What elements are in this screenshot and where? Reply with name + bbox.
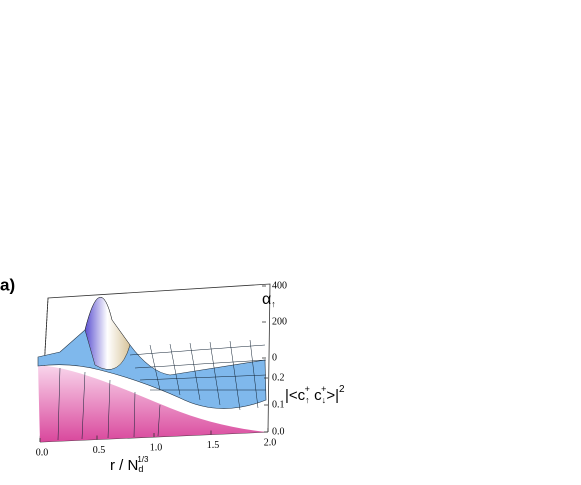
z2-tick-label: 0.0	[272, 426, 285, 437]
z2-sub1: ↑	[305, 395, 310, 405]
z-tick-label: 0	[272, 352, 277, 363]
x-tick-label: 1.5	[207, 440, 220, 451]
z2-mid: c	[310, 387, 322, 404]
z2-axis-label: |<c↑+ c↓+>|2	[285, 384, 345, 406]
x-tick-label: 0.5	[93, 445, 106, 456]
x-tick-label: 2.0	[264, 437, 277, 448]
z2-sup1: +	[305, 384, 310, 394]
pink-surface	[38, 365, 268, 442]
x-tick-label: 0.0	[36, 447, 49, 458]
x-label-base: r / N	[110, 457, 138, 474]
z-axis-label: α↑	[262, 291, 276, 309]
z-label-base: α	[262, 291, 271, 308]
z-tick-label: 400	[272, 280, 287, 291]
x-tick-label: 1.0	[150, 442, 163, 453]
z2-sup3: 2	[339, 384, 345, 395]
z-label-sub: ↑	[271, 299, 276, 309]
z2-open: |<c	[285, 387, 306, 404]
z2-tick-label: 0.2	[272, 372, 285, 383]
z2-tick-label: 0.1	[272, 399, 285, 410]
x-label-sup: 1/3	[137, 455, 149, 464]
x-label-sub: d	[138, 464, 143, 474]
z2-close: >|	[326, 387, 339, 404]
panel-label: a)	[0, 275, 15, 294]
mesh	[57, 339, 267, 441]
z-tick-label: 200	[272, 316, 287, 327]
z2-sub2: ↓	[322, 395, 327, 405]
x-axis-label: r / Nd1/3	[110, 455, 149, 474]
z2-sup2: +	[321, 384, 326, 394]
peak	[84, 297, 131, 370]
